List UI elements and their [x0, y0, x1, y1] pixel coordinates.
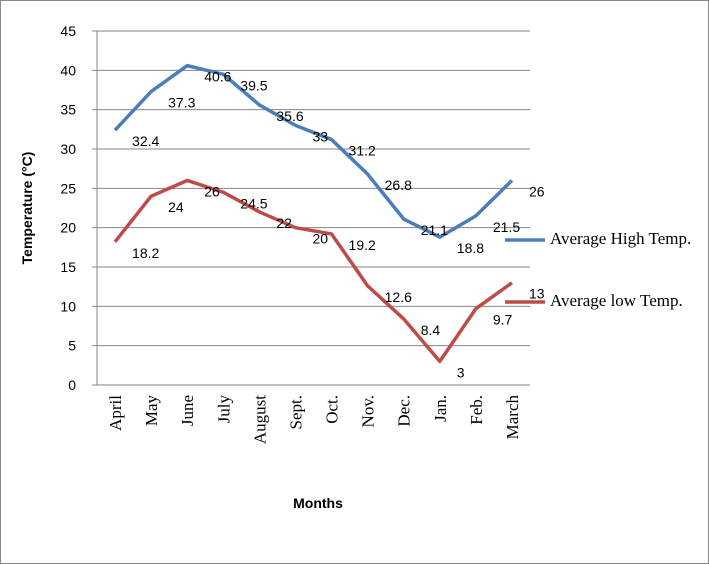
- y-tick-label: 5: [68, 338, 76, 354]
- data-label: 31.2: [349, 143, 376, 159]
- x-tick-label: April: [106, 395, 125, 431]
- y-tick-label: 35: [60, 102, 76, 118]
- data-label: 39.5: [240, 77, 267, 93]
- y-tick-label: 10: [60, 298, 76, 314]
- data-label: 37.3: [168, 95, 195, 111]
- data-label: 13: [529, 286, 545, 302]
- x-tick-label: August: [250, 395, 269, 444]
- data-label: 35.6: [276, 108, 303, 124]
- x-tick-label: Oct.: [323, 395, 342, 424]
- x-tick-label: Feb.: [467, 395, 486, 425]
- x-axis-label: Months: [293, 495, 343, 511]
- data-label: 24.5: [240, 195, 267, 211]
- x-tick-label: July: [214, 395, 233, 424]
- data-label: 24: [168, 199, 184, 215]
- y-tick-label: 45: [60, 23, 76, 39]
- data-label: 3: [457, 364, 465, 380]
- x-tick-label: May: [142, 395, 161, 427]
- data-label: 26: [529, 183, 545, 199]
- y-tick-label: 20: [60, 220, 76, 236]
- data-label: 18.2: [132, 245, 159, 261]
- legend-label: Average High Temp.: [550, 229, 692, 248]
- y-tick-label: 0: [68, 377, 76, 393]
- x-tick-label: March: [503, 395, 522, 440]
- x-tick-label: June: [178, 395, 197, 426]
- data-label: 26: [204, 183, 220, 199]
- x-tick-label: Nov.: [359, 395, 378, 427]
- data-label: 26.8: [385, 177, 412, 193]
- data-label: 8.4: [421, 322, 441, 338]
- data-label: 33: [312, 128, 328, 144]
- data-label: 40.6: [204, 69, 231, 85]
- data-label: 21.1: [421, 222, 448, 238]
- legend-label: Average low Temp.: [550, 291, 683, 310]
- data-label: 20: [312, 231, 328, 247]
- data-label: 19.2: [349, 237, 376, 253]
- y-tick-label: 30: [60, 141, 76, 157]
- x-tick-label: Dec.: [395, 395, 414, 427]
- y-axis-label: Temperature (°C): [19, 152, 35, 265]
- data-label: 32.4: [132, 133, 159, 149]
- y-tick-label: 25: [60, 180, 76, 196]
- data-label: 18.8: [457, 240, 484, 256]
- data-label: 9.7: [493, 312, 513, 328]
- y-tick-label: 40: [60, 62, 76, 78]
- x-tick-label: Sept.: [286, 395, 305, 429]
- series-line: [113, 178, 513, 364]
- x-tick-label: Jan.: [431, 395, 450, 422]
- y-tick-label: 15: [60, 259, 76, 275]
- data-label: 22: [276, 215, 292, 231]
- data-label: 21.5: [493, 219, 520, 235]
- series-line: [113, 63, 514, 239]
- data-label: 12.6: [385, 289, 412, 305]
